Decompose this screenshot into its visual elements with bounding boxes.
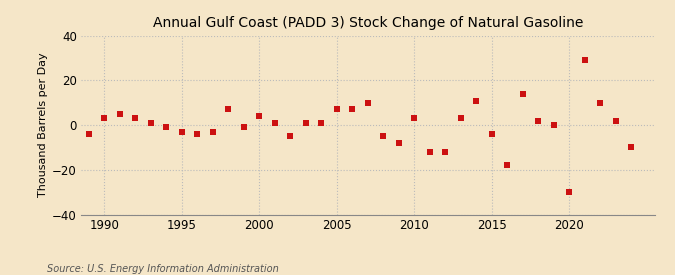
Point: [161, 125, 171, 130]
Point: [595, 101, 606, 105]
Point: [487, 132, 497, 136]
Point: [518, 92, 529, 96]
Point: [378, 134, 389, 139]
Point: [362, 101, 373, 105]
Point: [394, 141, 404, 145]
Point: [409, 116, 420, 121]
Point: [130, 116, 140, 121]
Point: [549, 123, 560, 127]
Point: [145, 121, 156, 125]
Point: [99, 116, 109, 121]
Point: [425, 150, 435, 154]
Point: [114, 112, 125, 116]
Point: [269, 121, 280, 125]
Point: [316, 121, 327, 125]
Title: Annual Gulf Coast (PADD 3) Stock Change of Natural Gasoline: Annual Gulf Coast (PADD 3) Stock Change …: [153, 16, 583, 31]
Point: [533, 119, 544, 123]
Point: [223, 107, 234, 112]
Point: [83, 132, 94, 136]
Point: [471, 98, 482, 103]
Point: [192, 132, 202, 136]
Point: [207, 130, 218, 134]
Point: [611, 119, 622, 123]
Point: [626, 145, 637, 150]
Text: Source: U.S. Energy Information Administration: Source: U.S. Energy Information Administ…: [47, 264, 279, 274]
Point: [564, 190, 575, 194]
Y-axis label: Thousand Barrels per Day: Thousand Barrels per Day: [38, 53, 48, 197]
Point: [580, 58, 591, 62]
Point: [300, 121, 311, 125]
Point: [456, 116, 466, 121]
Point: [440, 150, 451, 154]
Point: [502, 163, 513, 167]
Point: [238, 125, 249, 130]
Point: [331, 107, 342, 112]
Point: [285, 134, 296, 139]
Point: [176, 130, 187, 134]
Point: [347, 107, 358, 112]
Point: [254, 114, 265, 118]
